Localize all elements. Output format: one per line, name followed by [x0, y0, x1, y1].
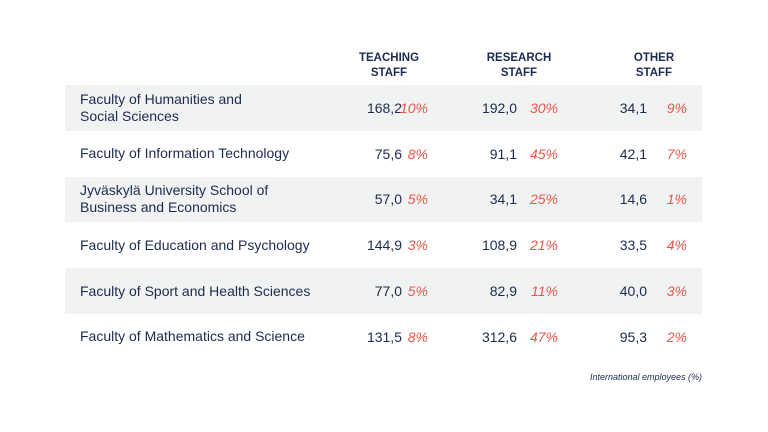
faculty-name: Jyväskylä University School of Business a… — [80, 182, 320, 216]
teaching-value: 168,2 — [366, 99, 402, 116]
teaching-value: 144,9 — [366, 237, 402, 254]
faculty-name: Faculty of Education and Psychology — [80, 237, 320, 254]
table-row: Faculty of Information Technology 75,6 8… — [65, 131, 702, 177]
faculty-name-line: Faculty of Education and Psychology — [80, 236, 310, 253]
other-value: 34,1 — [619, 99, 647, 116]
table-row: Faculty of Humanities and Social Sciences… — [65, 85, 702, 131]
research-value: 91,1 — [489, 145, 517, 162]
other-value: 42,1 — [619, 145, 647, 162]
research-pct: 45% — [529, 145, 558, 162]
faculty-name: Faculty of Information Technology — [80, 145, 320, 162]
teaching-pct: 5% — [407, 191, 428, 208]
table-row: Jyväskylä University School of Business a… — [65, 176, 702, 223]
research-pct: 30% — [529, 99, 558, 116]
research-pct: 21% — [529, 237, 558, 254]
table-row: Faculty of Mathematics and Science 131,5… — [65, 314, 702, 360]
research-value: 34,1 — [489, 191, 517, 208]
research-pct: 47% — [529, 328, 558, 345]
other-pct: 2% — [666, 328, 687, 345]
faculty-name-line: Jyväskylä University School of — [80, 182, 269, 199]
teaching-pct: 5% — [407, 283, 428, 300]
header-line: STAFF — [635, 67, 673, 79]
other-pct: 7% — [666, 145, 687, 162]
header-line: TEACHING — [358, 52, 420, 64]
teaching-pct: 10% — [399, 99, 428, 116]
teaching-value: 77,0 — [374, 283, 402, 300]
research-value: 108,9 — [481, 237, 517, 254]
header-teaching-staff: TEACHING STAFF — [344, 51, 434, 81]
faculty-name-line: Faculty of Information Technology — [80, 145, 290, 162]
teaching-value: 131,5 — [366, 328, 402, 345]
staff-table: Faculty of Humanities and Social Sciences… — [65, 85, 702, 360]
faculty-name-line: Faculty of Mathematics and Science — [80, 328, 305, 345]
header-research-staff: RESEARCH STAFF — [474, 51, 564, 81]
header-line: RESEARCH — [486, 52, 552, 64]
faculty-name-line: Faculty of Sport and Health Sciences — [80, 282, 311, 299]
other-value: 40,0 — [619, 283, 647, 300]
other-value: 33,5 — [619, 237, 647, 254]
faculty-name: Faculty of Humanities and Social Sciences — [80, 91, 320, 125]
teaching-value: 57,0 — [374, 191, 402, 208]
other-pct: 4% — [666, 237, 687, 254]
teaching-value: 75,6 — [374, 145, 402, 162]
header-other-staff: OTHER STAFF — [609, 51, 699, 81]
header-line: OTHER — [633, 52, 675, 64]
other-value: 95,3 — [619, 328, 647, 345]
faculty-name-line: Faculty of Humanities and — [80, 90, 242, 107]
footnote: International employees (%) — [589, 372, 702, 382]
teaching-pct: 3% — [407, 237, 428, 254]
header-line: STAFF — [370, 67, 408, 79]
research-value: 192,0 — [481, 99, 517, 116]
header-line: STAFF — [500, 67, 538, 79]
other-pct: 3% — [666, 283, 687, 300]
other-value: 14,6 — [619, 191, 647, 208]
research-pct: 11% — [531, 283, 558, 300]
research-pct: 25% — [529, 191, 558, 208]
table-row: Faculty of Education and Psychology 144,… — [65, 222, 702, 268]
teaching-pct: 8% — [407, 145, 428, 162]
table-row: Faculty of Sport and Health Sciences 77,… — [65, 268, 702, 314]
faculty-name-line: Social Sciences — [80, 107, 179, 124]
research-value: 312,6 — [481, 328, 517, 345]
faculty-name-line: Business and Economics — [80, 199, 237, 216]
other-pct: 9% — [666, 99, 687, 116]
faculty-name: Faculty of Sport and Health Sciences — [80, 283, 320, 300]
teaching-pct: 8% — [407, 328, 428, 345]
research-value: 82,9 — [489, 283, 517, 300]
faculty-name: Faculty of Mathematics and Science — [80, 328, 320, 345]
other-pct: 1% — [666, 191, 687, 208]
